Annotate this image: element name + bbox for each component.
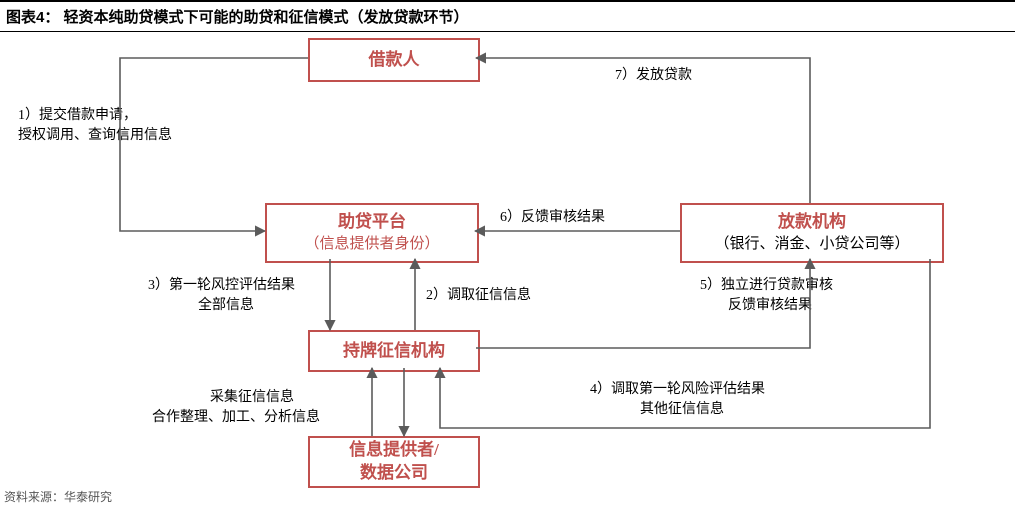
diagram-canvas: 借款人 助贷平台 （信息提供者身份） 放款机构 （银行、消金、小贷公司等） 持牌… — [0, 28, 1015, 488]
source-footer: 资料来源：华泰研究 — [4, 488, 112, 505]
edges-layer — [0, 28, 1015, 488]
